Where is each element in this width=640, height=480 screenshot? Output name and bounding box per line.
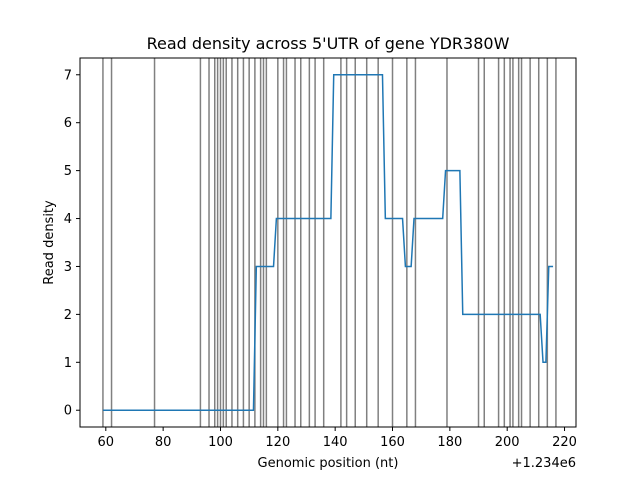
x-tick-label: 100 (208, 435, 233, 450)
y-axis: 0 1 2 3 4 5 6 7 (64, 68, 80, 419)
y-tick-label: 5 (64, 164, 72, 179)
y-tick-label: 7 (64, 68, 72, 83)
density-series-line (102, 74, 554, 411)
chart-title: Read density across 5'UTR of gene YDR380… (147, 34, 510, 53)
y-tick-label: 3 (64, 260, 72, 275)
plot-frame (79, 57, 577, 428)
x-tick-label: 140 (323, 435, 348, 450)
y-tick-label: 1 (64, 356, 72, 371)
x-tick-label: 180 (437, 435, 462, 450)
y-tick-label: 0 (64, 404, 72, 419)
y-tick-label: 4 (64, 212, 72, 227)
x-tick-label: 160 (380, 435, 405, 450)
y-tick-label: 6 (64, 116, 72, 131)
vertical-markers (102, 58, 557, 427)
x-axis: 60 80 100 120 140 160 180 200 220 (98, 427, 577, 450)
x-tick-label: 200 (495, 435, 520, 450)
x-tick-label: 120 (265, 435, 290, 450)
y-axis-label: Read density (42, 200, 57, 285)
x-tick-label: 220 (552, 435, 577, 450)
x-tick-label: 80 (155, 435, 172, 450)
x-offset-label: +1.234e6 (512, 456, 576, 471)
x-tick-label: 60 (98, 435, 115, 450)
x-axis-label: Genomic position (nt) (258, 456, 399, 471)
series-layer (102, 74, 554, 411)
y-tick-label: 2 (64, 308, 72, 323)
